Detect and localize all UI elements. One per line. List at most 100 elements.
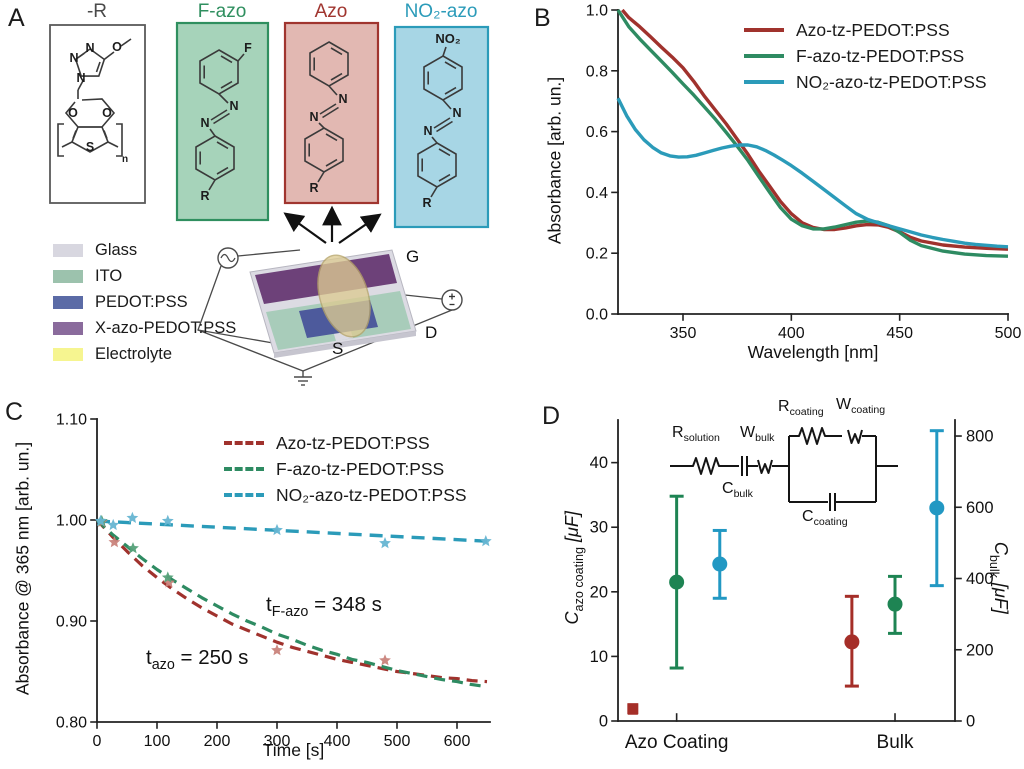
- panel-a-graphic: -R N N N O: [49, 1, 490, 386]
- svg-text:400: 400: [324, 733, 351, 750]
- panel-a-letter: A: [8, 4, 25, 32]
- svg-text:F: F: [244, 41, 252, 55]
- svg-text:NO₂: NO₂: [435, 31, 461, 46]
- panel-d-letter: D: [542, 402, 561, 430]
- panel-c: C 0 100 200 300 400 500 600 0.80 0.90 1.00 1.10 Ti…: [0, 390, 512, 769]
- svg-text:R: R: [309, 181, 318, 195]
- electrolyte-droplet: [317, 254, 371, 338]
- panel-a: A -R: [0, 0, 512, 390]
- svg-text:N: N: [309, 110, 318, 124]
- legend-item-glass: Glass: [53, 237, 236, 263]
- legend-item: NO₂-azo-tz-PEDOT:PSS: [224, 482, 467, 508]
- plus-minus-icon: [449, 293, 455, 306]
- svg-text:F-azo: F-azo: [198, 1, 247, 22]
- legend-item: Azo-tz-PEDOT:PSS: [744, 17, 987, 43]
- c-legend: Azo-tz-PEDOT:PSS F-azo-tz-PEDOT:PSS NO₂-…: [224, 430, 467, 508]
- data-markers: [94, 511, 492, 666]
- svg-text:0: 0: [599, 713, 608, 731]
- azo-linkage: [208, 53, 245, 191]
- svg-text:0.8: 0.8: [586, 63, 608, 80]
- legend-item: F-azo-tz-PEDOT:PSS: [744, 43, 987, 69]
- series: [95, 518, 488, 689]
- svg-text:S: S: [86, 140, 94, 154]
- svg-text:400: 400: [778, 325, 805, 342]
- dc-source-icon: [441, 289, 463, 311]
- svg-text:500: 500: [995, 325, 1022, 342]
- svg-text:1.0: 1.0: [586, 3, 608, 20]
- triazole-ring: [74, 38, 132, 99]
- svg-text:0: 0: [966, 713, 975, 731]
- legend-item: Azo-tz-PEDOT:PSS: [224, 430, 467, 456]
- legend-item: NO₂-azo-tz-PEDOT:PSS: [744, 69, 987, 95]
- svg-text:N: N: [229, 99, 238, 113]
- svg-text:n: n: [122, 154, 128, 165]
- legend-item-ito: ITO: [53, 263, 236, 289]
- svg-text:300: 300: [264, 733, 291, 750]
- svg-text:0.4: 0.4: [586, 185, 608, 202]
- dashed-line-swatch: [224, 441, 264, 445]
- svg-text:20: 20: [590, 583, 608, 601]
- line-swatch: [744, 28, 784, 32]
- svg-text:350: 350: [670, 325, 697, 342]
- axes: 350 400 450 500 0.0 0.2 0.4 0.6 0.8 1.0: [586, 3, 1022, 343]
- panel-b: B 350 400 450 500 0.0 0.2 0.4 0.6 0.8 1.0 Wavelen…: [512, 0, 1024, 390]
- svg-text:200: 200: [204, 733, 231, 750]
- annotation-tau-f-azo: tF-azo = 348 s: [266, 593, 382, 621]
- c-yaxis-label: Absorbance @ 365 nm [arb. un.]: [12, 441, 33, 696]
- svg-text:0: 0: [93, 733, 102, 750]
- uvvis-chart: 350 400 450 500 0.0 0.2 0.4 0.6 0.8 1.0: [586, 3, 1022, 343]
- electrolyte-swatch: [53, 347, 83, 361]
- svg-text:0.0: 0.0: [586, 307, 608, 324]
- functionalization-arrows: [283, 205, 382, 244]
- errorbar-points: [627, 429, 945, 715]
- ground-icon: [294, 371, 312, 386]
- svg-text:N: N: [423, 124, 432, 138]
- svg-text:D: D: [425, 323, 437, 342]
- dashed-line-swatch: [224, 493, 264, 497]
- svg-text:Azo: Azo: [315, 1, 348, 22]
- circuit-label-c-bulk: Cbulk: [722, 480, 753, 501]
- legend-item-electrolyte: Electrolyte: [53, 341, 236, 367]
- kinetics-chart: 0 100 200 300 400 500 600 0.80 0.90 1.00 1.10: [56, 412, 492, 750]
- structure-box-f-azo: F-azo F N N R: [175, 1, 270, 222]
- svg-text:N: N: [69, 51, 78, 65]
- structure-box-no2-azo: NO₂-azo NO₂ N N R: [393, 1, 490, 229]
- svg-text:N: N: [200, 116, 209, 130]
- svg-text:800: 800: [966, 428, 994, 446]
- svg-text:O: O: [112, 40, 122, 54]
- svg-text:0.2: 0.2: [586, 246, 608, 263]
- legend-item: F-azo-tz-PEDOT:PSS: [224, 456, 467, 482]
- svg-text:30: 30: [590, 519, 608, 537]
- axes: 0 100 200 300 400 500 600 0.80 0.90 1.00 1.10: [56, 412, 491, 750]
- c-xaxis-label: Time [s]: [262, 740, 325, 760]
- b-legend: Azo-tz-PEDOT:PSS F-azo-tz-PEDOT:PSS NO₂-…: [744, 17, 987, 95]
- panel-c-letter: C: [5, 398, 24, 426]
- svg-text:N: N: [338, 92, 347, 106]
- legend-item-xazo: X-azo-PEDOT:PSS: [53, 315, 236, 341]
- svg-text:R: R: [200, 189, 209, 203]
- svg-text:0.80: 0.80: [56, 715, 87, 732]
- svg-text:200: 200: [966, 641, 994, 659]
- ito-swatch: [53, 269, 83, 283]
- line-swatch: [744, 80, 784, 84]
- azo-linkage: [430, 46, 453, 198]
- substrate-edge: [274, 331, 416, 358]
- azo-linkage: [317, 85, 339, 183]
- panel-d: D 0 10 20 30 40 0 200 400 600 800 Azo Coating Bulk: [512, 390, 1024, 769]
- svg-text:500: 500: [384, 733, 411, 750]
- series: [616, 8, 1009, 258]
- svg-text:0.90: 0.90: [56, 614, 87, 631]
- dashed-line-swatch: [224, 467, 264, 471]
- structure-box-azo: Azo N N R: [283, 1, 380, 205]
- svg-text:O: O: [68, 106, 78, 120]
- svg-text:450: 450: [886, 325, 913, 342]
- legend-item-pedot: PEDOT:PSS: [53, 289, 236, 315]
- circuit-label-w-bulk: Wbulk: [740, 424, 775, 445]
- d-right-axis-label: Cbulk [μF]: [987, 541, 1011, 614]
- svg-text:400: 400: [966, 570, 994, 588]
- circuit-label-c-coating: Ccoating: [802, 508, 848, 529]
- svg-text:600: 600: [966, 499, 994, 517]
